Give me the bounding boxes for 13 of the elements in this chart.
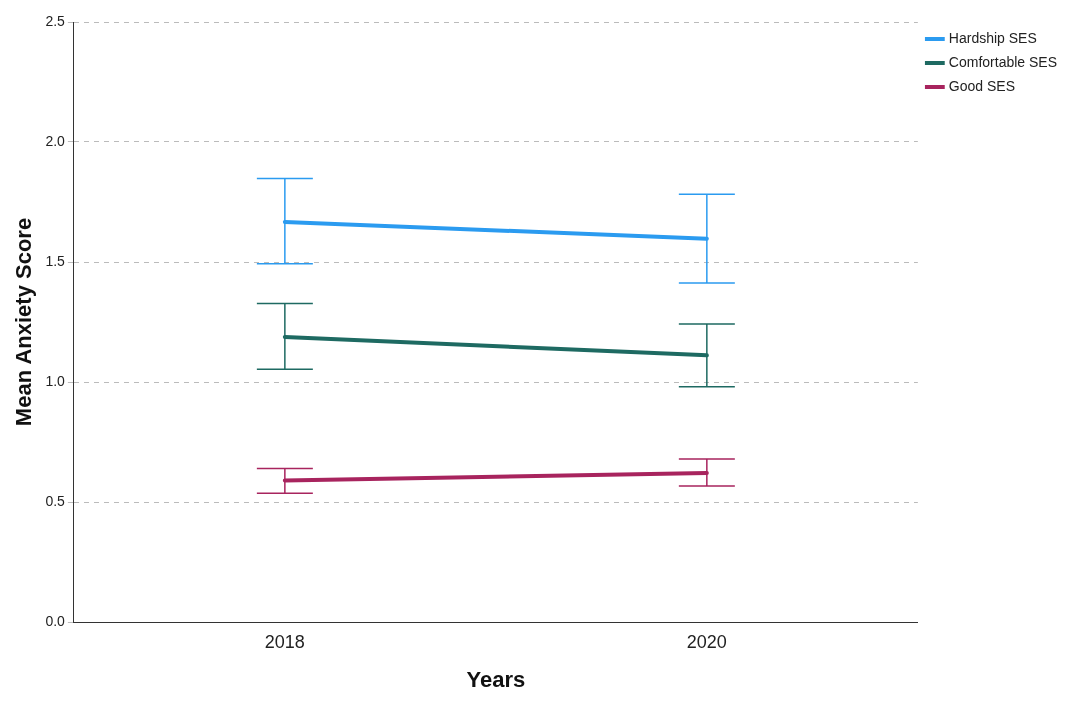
legend-label: Hardship SES bbox=[948, 29, 1037, 46]
y-axis-title: Mean Anxiety Score bbox=[11, 217, 37, 427]
x-tick-label: 2020 bbox=[686, 631, 727, 652]
y-tick-label: 0.0 bbox=[45, 612, 66, 629]
legend-label: Comfortable SES bbox=[948, 53, 1058, 70]
x-tick-label: 2018 bbox=[264, 631, 305, 652]
y-tick-label: 2.0 bbox=[45, 132, 66, 149]
y-tick-label: 1.0 bbox=[45, 372, 66, 389]
x-axis-title: Years bbox=[466, 666, 526, 692]
y-tick-label: 0.5 bbox=[45, 492, 66, 509]
y-tick-label: 1.5 bbox=[45, 252, 66, 269]
y-tick-label: 2.5 bbox=[45, 12, 66, 29]
legend-label: Good SES bbox=[948, 77, 1015, 94]
